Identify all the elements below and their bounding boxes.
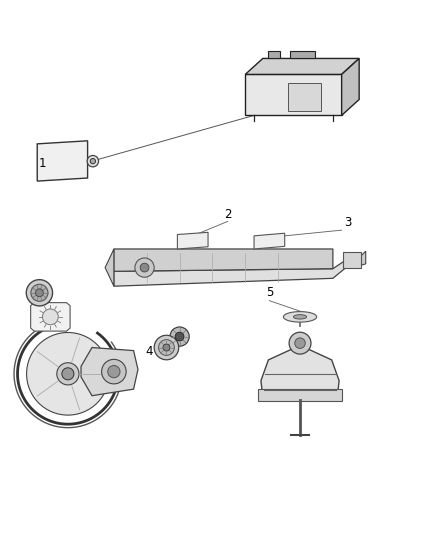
FancyBboxPatch shape xyxy=(268,52,280,58)
Circle shape xyxy=(170,327,189,346)
FancyBboxPatch shape xyxy=(343,252,361,268)
FancyBboxPatch shape xyxy=(290,52,315,58)
Circle shape xyxy=(35,289,43,297)
Polygon shape xyxy=(254,233,285,249)
Polygon shape xyxy=(245,59,359,75)
Text: 2: 2 xyxy=(224,207,232,221)
Circle shape xyxy=(87,156,99,167)
Circle shape xyxy=(135,258,154,277)
Polygon shape xyxy=(245,75,342,115)
Polygon shape xyxy=(37,141,88,181)
Polygon shape xyxy=(353,251,366,268)
Polygon shape xyxy=(177,232,208,249)
Polygon shape xyxy=(105,249,114,286)
Circle shape xyxy=(57,363,79,385)
Circle shape xyxy=(163,344,170,351)
Polygon shape xyxy=(283,312,317,322)
Text: 5: 5 xyxy=(266,286,273,300)
Circle shape xyxy=(62,368,74,380)
Polygon shape xyxy=(114,249,333,271)
Polygon shape xyxy=(114,255,353,286)
Circle shape xyxy=(175,332,184,341)
Polygon shape xyxy=(31,303,70,331)
Circle shape xyxy=(140,263,149,272)
Text: 1: 1 xyxy=(39,157,46,170)
Polygon shape xyxy=(342,59,359,115)
FancyBboxPatch shape xyxy=(288,83,321,111)
Text: 3: 3 xyxy=(344,216,351,229)
FancyBboxPatch shape xyxy=(258,390,342,401)
Circle shape xyxy=(90,158,95,164)
Circle shape xyxy=(108,366,120,378)
Polygon shape xyxy=(293,314,307,319)
Circle shape xyxy=(27,333,109,415)
Circle shape xyxy=(154,335,179,360)
Polygon shape xyxy=(81,348,138,395)
Circle shape xyxy=(31,284,48,301)
Text: 4: 4 xyxy=(146,345,153,358)
Circle shape xyxy=(289,332,311,354)
Polygon shape xyxy=(261,345,339,398)
Circle shape xyxy=(102,359,126,384)
Circle shape xyxy=(295,338,305,349)
Circle shape xyxy=(159,340,174,356)
Circle shape xyxy=(42,309,58,325)
Circle shape xyxy=(26,280,53,306)
